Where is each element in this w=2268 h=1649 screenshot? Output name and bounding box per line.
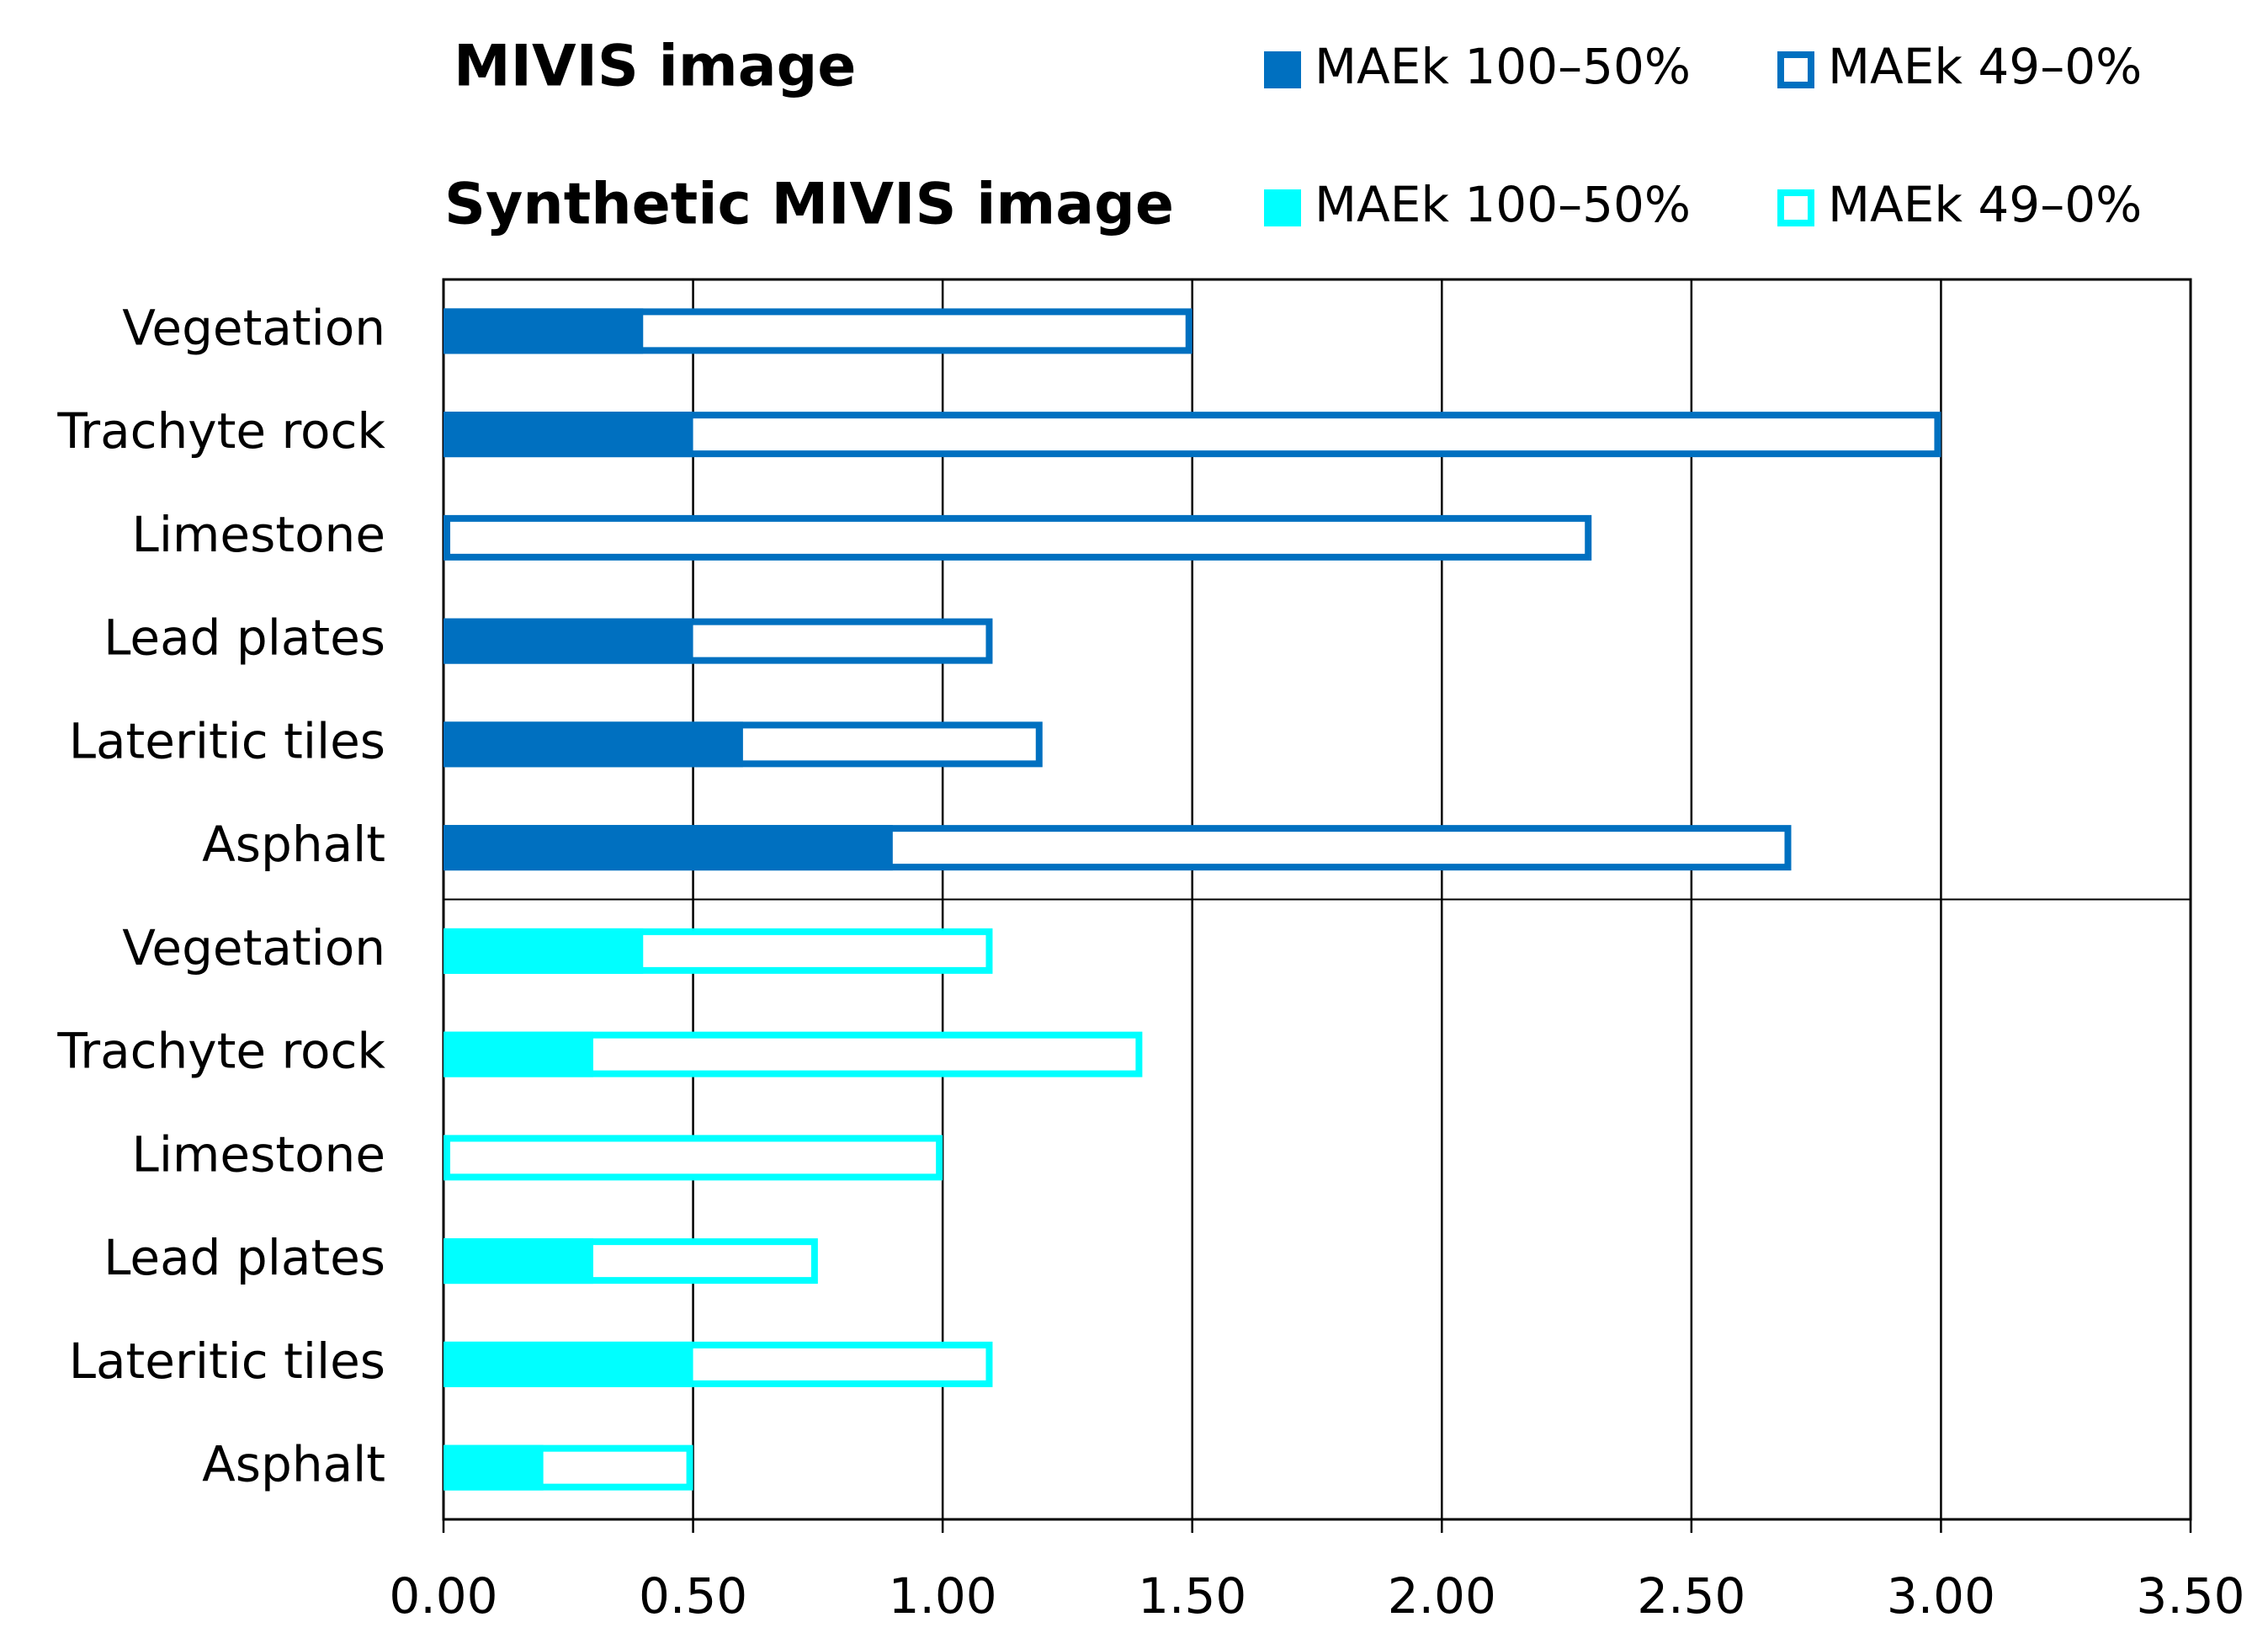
x-tick-label: 0.00 (389, 1567, 497, 1625)
y-tick-label: Lead plates (104, 609, 385, 667)
bar-filled (444, 1444, 544, 1491)
y-tick-label: Lateritic tiles (69, 712, 385, 769)
y-tick-label: Limestone (132, 1125, 386, 1183)
x-tick-label: 3.50 (2136, 1567, 2244, 1625)
y-tick-label: Asphalt (202, 1436, 385, 1493)
legend-swatch (1264, 189, 1301, 226)
legend-title: Synthetic MIVIS image (444, 172, 1174, 238)
bar-filled (444, 308, 644, 354)
legend-label: MAEk 49–0% (1828, 176, 2142, 233)
x-tick-label: 3.00 (1887, 1567, 1995, 1625)
legend-label: MAEk 100–50% (1315, 38, 1691, 95)
y-tick-label: Vegetation (122, 299, 385, 356)
bar-filled (444, 1238, 593, 1285)
legend-title: MIVIS image (454, 34, 856, 100)
legend-label: MAEk 49–0% (1828, 38, 2142, 95)
legend-swatch (1777, 51, 1814, 88)
legend-swatch (1777, 189, 1814, 226)
x-tick-label: 1.00 (889, 1567, 997, 1625)
bar-filled (444, 412, 693, 458)
x-tick-label: 2.50 (1637, 1567, 1745, 1625)
y-tick-label: Asphalt (202, 816, 385, 873)
y-tick-label: Trachyte rock (56, 402, 385, 460)
y-tick-label: Trachyte rock (56, 1023, 385, 1080)
y-tick-label: Vegetation (122, 919, 385, 976)
bar-outline (444, 514, 1592, 561)
y-tick-label: Lead plates (104, 1229, 385, 1286)
legend-swatch (1264, 51, 1301, 88)
bar-filled (444, 825, 893, 871)
y-tick-label: Lateritic tiles (69, 1332, 385, 1390)
bar-outline (444, 1135, 943, 1181)
y-tick-label: Limestone (132, 506, 386, 563)
x-tick-label: 1.50 (1138, 1567, 1246, 1625)
legend-label: MAEk 100–50% (1315, 176, 1691, 233)
bar-filled (444, 721, 743, 768)
x-tick-label: 0.50 (639, 1567, 747, 1625)
bar-filled (444, 618, 693, 664)
bar-filled (444, 1031, 593, 1077)
bar-filled (444, 1341, 693, 1387)
x-tick-label: 2.00 (1388, 1567, 1496, 1625)
bar-filled (444, 928, 644, 974)
